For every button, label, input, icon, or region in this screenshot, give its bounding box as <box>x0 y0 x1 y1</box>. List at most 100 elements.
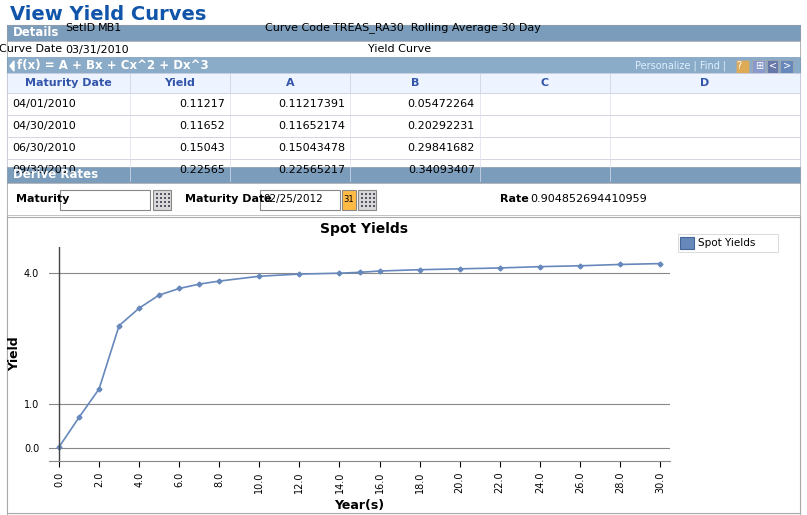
Bar <box>156 193 158 195</box>
Text: ?: ? <box>737 61 742 71</box>
Text: 0.11652174: 0.11652174 <box>278 121 345 131</box>
Text: 0.904852694410959: 0.904852694410959 <box>530 194 646 204</box>
Bar <box>7 217 800 513</box>
Bar <box>164 201 166 203</box>
Text: Curve Code: Curve Code <box>265 23 330 33</box>
Bar <box>365 205 367 207</box>
Text: 0.22565: 0.22565 <box>179 165 225 175</box>
Bar <box>780 60 793 73</box>
Bar <box>164 197 166 199</box>
Bar <box>361 205 363 207</box>
Text: Maturity Date: Maturity Date <box>185 194 272 204</box>
Bar <box>168 201 170 203</box>
Bar <box>168 205 170 207</box>
Bar <box>7 73 800 93</box>
Text: 06/30/2010: 06/30/2010 <box>12 143 76 153</box>
Bar <box>361 201 363 203</box>
Text: 0.29841682: 0.29841682 <box>408 143 475 153</box>
Bar <box>736 60 749 73</box>
Text: 0.11652: 0.11652 <box>179 121 225 131</box>
Bar <box>369 205 371 207</box>
Bar <box>342 190 356 210</box>
Bar <box>373 193 375 195</box>
Bar <box>7 183 800 215</box>
Text: C: C <box>541 78 549 88</box>
Bar <box>7 115 800 137</box>
Bar <box>156 201 158 203</box>
Text: 0.34093407: 0.34093407 <box>408 165 475 175</box>
Bar <box>160 193 162 195</box>
Bar <box>168 193 170 195</box>
Text: A: A <box>286 78 295 88</box>
Text: Yield: Yield <box>165 78 195 88</box>
Bar <box>373 197 375 199</box>
Bar <box>7 159 800 181</box>
Text: 0.15043478: 0.15043478 <box>278 143 345 153</box>
Bar <box>164 205 166 207</box>
Text: 0.11217391: 0.11217391 <box>278 99 345 109</box>
Bar <box>373 205 375 207</box>
Bar <box>168 197 170 199</box>
Bar <box>680 237 694 249</box>
Text: Yield Curve: Yield Curve <box>369 44 432 55</box>
Text: SetID: SetID <box>65 23 95 33</box>
Text: Spot Yields: Spot Yields <box>698 238 755 248</box>
Bar <box>365 193 367 195</box>
Polygon shape <box>10 61 14 71</box>
Bar <box>369 197 371 199</box>
X-axis label: Year(s): Year(s) <box>334 499 385 511</box>
Text: ⊞: ⊞ <box>755 61 763 71</box>
Text: <: < <box>769 61 777 71</box>
Text: Spot Yields: Spot Yields <box>320 222 408 236</box>
Bar <box>153 190 171 210</box>
Text: MB1: MB1 <box>98 23 122 33</box>
Bar <box>160 205 162 207</box>
Bar <box>7 41 800 58</box>
Bar <box>361 197 363 199</box>
Text: 0.15043: 0.15043 <box>179 143 225 153</box>
Text: Details: Details <box>13 26 60 40</box>
Text: 09/30/2010: 09/30/2010 <box>12 165 76 175</box>
Text: TREAS_RA30  Rolling Average 30 Day: TREAS_RA30 Rolling Average 30 Day <box>333 23 541 33</box>
Bar <box>365 201 367 203</box>
Bar <box>373 201 375 203</box>
Text: Rate: Rate <box>500 194 529 204</box>
Bar <box>365 197 367 199</box>
Bar <box>7 57 800 75</box>
Text: View Yield Curves: View Yield Curves <box>10 5 207 24</box>
Text: Curve Date: Curve Date <box>0 44 62 55</box>
Bar <box>156 197 158 199</box>
Bar <box>752 60 765 73</box>
Bar <box>358 190 376 210</box>
Bar <box>160 201 162 203</box>
Y-axis label: Yield: Yield <box>8 337 21 371</box>
Bar <box>678 234 778 252</box>
Text: Derive Rates: Derive Rates <box>13 168 98 181</box>
Text: 03/31/2010: 03/31/2010 <box>65 44 128 55</box>
Text: Personalize | Find |: Personalize | Find | <box>635 61 726 71</box>
Text: 04/01/2010: 04/01/2010 <box>12 99 76 109</box>
Bar <box>369 193 371 195</box>
Bar <box>7 137 800 159</box>
Bar <box>361 193 363 195</box>
Bar <box>260 190 340 210</box>
Bar <box>7 25 800 41</box>
Text: B: B <box>411 78 419 88</box>
Text: 0.20292231: 0.20292231 <box>408 121 475 131</box>
Text: 0.05472264: 0.05472264 <box>408 99 475 109</box>
Bar <box>156 205 158 207</box>
Text: D: D <box>700 78 709 88</box>
Text: 0.22565217: 0.22565217 <box>278 165 345 175</box>
Bar <box>7 167 800 183</box>
Bar <box>7 93 800 115</box>
Bar <box>160 197 162 199</box>
Text: Maturity Date: Maturity Date <box>25 78 112 88</box>
Text: 0.11217: 0.11217 <box>179 99 225 109</box>
Bar <box>767 60 778 73</box>
Text: Maturity: Maturity <box>16 194 69 204</box>
Text: >: > <box>783 61 791 71</box>
Text: 31: 31 <box>344 195 354 203</box>
Bar <box>164 193 166 195</box>
Bar <box>60 190 150 210</box>
Bar <box>369 201 371 203</box>
